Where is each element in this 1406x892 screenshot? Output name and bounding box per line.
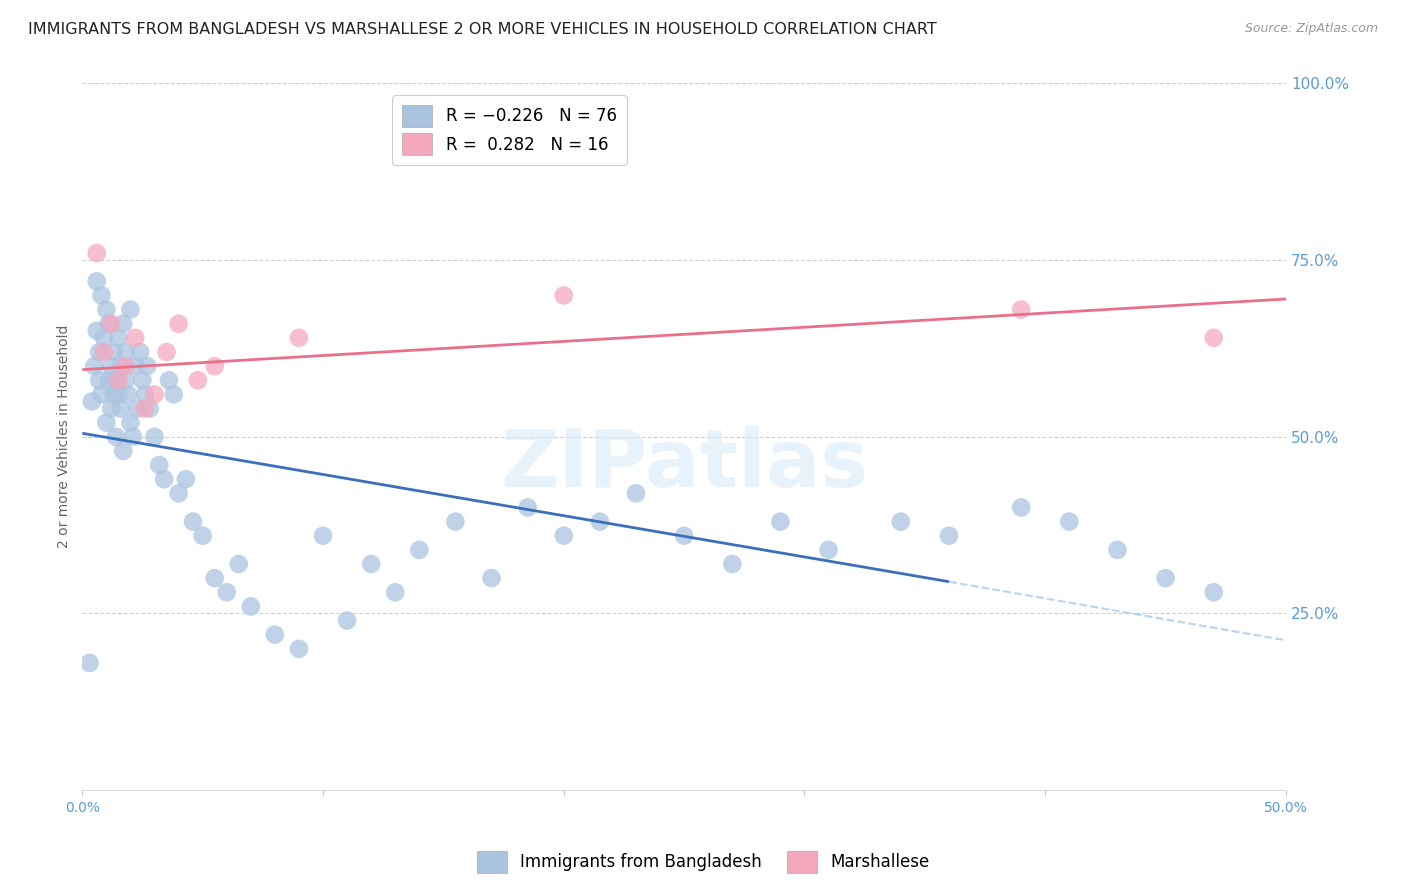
Point — [86, 274, 108, 288]
Point — [97, 317, 120, 331]
Point — [191, 529, 214, 543]
Point — [673, 529, 696, 543]
Point — [112, 317, 135, 331]
Point — [408, 542, 430, 557]
Point — [167, 486, 190, 500]
Point — [134, 401, 156, 416]
Point — [288, 331, 311, 345]
Point — [174, 472, 197, 486]
Point — [187, 373, 209, 387]
Point — [89, 373, 111, 387]
Point — [104, 430, 127, 444]
Point — [79, 656, 101, 670]
Point — [93, 331, 115, 345]
Point — [90, 387, 112, 401]
Point — [124, 359, 146, 373]
Point — [769, 515, 792, 529]
Point — [86, 324, 108, 338]
Point — [336, 614, 359, 628]
Point — [121, 430, 143, 444]
Point — [110, 401, 132, 416]
Point — [444, 515, 467, 529]
Point — [117, 387, 139, 401]
Point — [1202, 331, 1225, 345]
Point — [215, 585, 238, 599]
Point — [938, 529, 960, 543]
Point — [112, 444, 135, 458]
Point — [103, 345, 125, 359]
Point — [93, 345, 115, 359]
Point — [153, 472, 176, 486]
Text: Source: ZipAtlas.com: Source: ZipAtlas.com — [1244, 22, 1378, 36]
Point — [103, 387, 125, 401]
Point — [204, 359, 226, 373]
Point — [516, 500, 538, 515]
Point — [127, 401, 149, 416]
Point — [90, 288, 112, 302]
Point — [120, 416, 142, 430]
Y-axis label: 2 or more Vehicles in Household: 2 or more Vehicles in Household — [58, 325, 72, 549]
Point — [131, 373, 153, 387]
Point — [167, 317, 190, 331]
Point — [181, 515, 204, 529]
Point — [589, 515, 612, 529]
Point — [148, 458, 170, 472]
Point — [155, 345, 177, 359]
Point — [107, 331, 129, 345]
Point — [86, 246, 108, 260]
Point — [312, 529, 335, 543]
Point — [107, 387, 129, 401]
Point — [143, 387, 166, 401]
Point — [110, 359, 132, 373]
Point — [721, 557, 744, 571]
Point — [104, 373, 127, 387]
Point — [553, 288, 575, 302]
Point — [157, 373, 180, 387]
Point — [107, 373, 129, 387]
Point — [1010, 500, 1032, 515]
Point — [264, 628, 287, 642]
Point — [1010, 302, 1032, 317]
Point — [143, 430, 166, 444]
Point — [97, 373, 120, 387]
Point — [204, 571, 226, 585]
Point — [114, 359, 136, 373]
Point — [100, 317, 122, 331]
Point — [120, 302, 142, 317]
Point — [228, 557, 250, 571]
Point — [163, 387, 186, 401]
Point — [817, 542, 839, 557]
Point — [129, 345, 152, 359]
Point — [624, 486, 647, 500]
Point — [239, 599, 262, 614]
Text: ZIPatlas: ZIPatlas — [501, 426, 869, 504]
Point — [138, 401, 160, 416]
Point — [89, 345, 111, 359]
Point — [114, 373, 136, 387]
Point — [890, 515, 912, 529]
Point — [1154, 571, 1177, 585]
Point — [384, 585, 406, 599]
Point — [288, 641, 311, 656]
Point — [124, 331, 146, 345]
Point — [100, 359, 122, 373]
Legend: R = −0.226   N = 76, R =  0.282   N = 16: R = −0.226 N = 76, R = 0.282 N = 16 — [392, 95, 627, 165]
Point — [136, 359, 159, 373]
Point — [96, 302, 118, 317]
Point — [1107, 542, 1129, 557]
Legend: Immigrants from Bangladesh, Marshallese: Immigrants from Bangladesh, Marshallese — [470, 845, 936, 880]
Point — [1059, 515, 1081, 529]
Point — [114, 345, 136, 359]
Point — [360, 557, 382, 571]
Point — [83, 359, 105, 373]
Point — [553, 529, 575, 543]
Point — [481, 571, 503, 585]
Text: IMMIGRANTS FROM BANGLADESH VS MARSHALLESE 2 OR MORE VEHICLES IN HOUSEHOLD CORREL: IMMIGRANTS FROM BANGLADESH VS MARSHALLES… — [28, 22, 936, 37]
Point — [96, 416, 118, 430]
Point — [80, 394, 103, 409]
Point — [134, 387, 156, 401]
Point — [1202, 585, 1225, 599]
Point — [100, 401, 122, 416]
